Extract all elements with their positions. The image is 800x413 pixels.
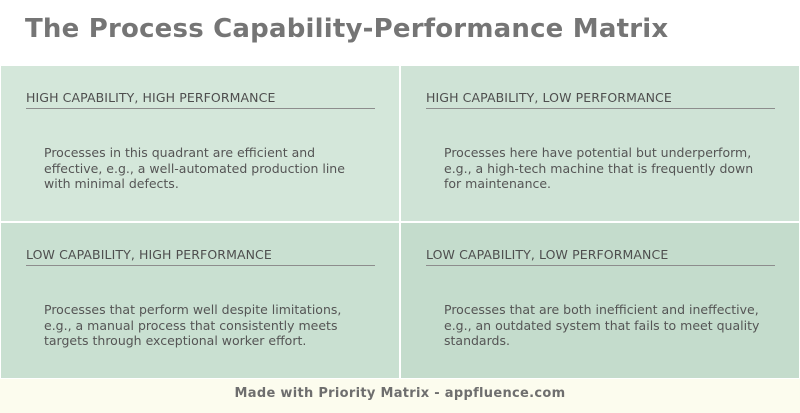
page-title: The Process Capability-Performance Matri…: [25, 14, 669, 44]
quadrant-heading: HIGH CAPABILITY, HIGH PERFORMANCE: [26, 90, 375, 109]
quadrant-low-capability-high-performance: LOW CAPABILITY, HIGH PERFORMANCE Process…: [1, 223, 399, 378]
matrix-grid: HIGH CAPABILITY, HIGH PERFORMANCE Proces…: [1, 66, 799, 378]
quadrant-description: Processes that perform well despite limi…: [44, 302, 342, 348]
quadrant-description: Processes here have potential but underp…: [444, 145, 754, 191]
quadrant-high-capability-high-performance: HIGH CAPABILITY, HIGH PERFORMANCE Proces…: [1, 66, 399, 221]
quadrant-low-capability-low-performance: LOW CAPABILITY, LOW PERFORMANCE Processe…: [401, 223, 799, 378]
quadrant-heading: HIGH CAPABILITY, LOW PERFORMANCE: [426, 90, 775, 109]
footer-credit: Made with Priority Matrix - appfluence.c…: [0, 379, 800, 413]
quadrant-heading: LOW CAPABILITY, LOW PERFORMANCE: [426, 247, 775, 266]
quadrant-high-capability-low-performance: HIGH CAPABILITY, LOW PERFORMANCE Process…: [401, 66, 799, 221]
quadrant-heading: LOW CAPABILITY, HIGH PERFORMANCE: [26, 247, 375, 266]
quadrant-description: Processes in this quadrant are efficient…: [44, 145, 345, 191]
quadrant-description: Processes that are both inefficient and …: [444, 302, 760, 348]
